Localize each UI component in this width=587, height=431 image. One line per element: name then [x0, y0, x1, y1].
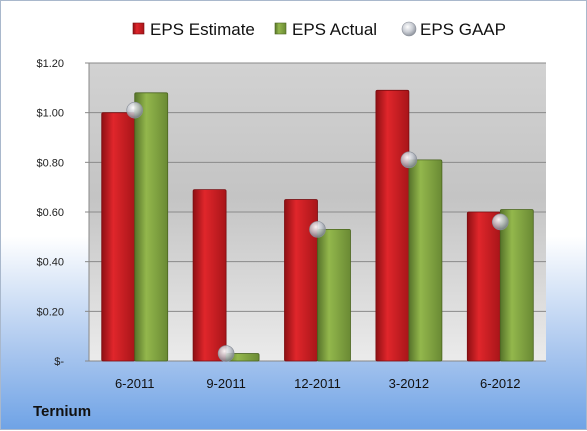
legend-label: EPS Estimate	[150, 20, 255, 39]
legend-label: EPS Actual	[292, 20, 377, 39]
point-eps-gaap	[217, 345, 235, 362]
y-tick-label: $0.40	[36, 257, 64, 269]
y-tick-label: $0.60	[36, 207, 64, 219]
point-eps-gaap	[491, 213, 509, 231]
bar-eps-actual	[317, 228, 351, 362]
company-name: Ternium	[33, 403, 92, 420]
legend-swatch	[401, 21, 417, 37]
point-eps-gaap	[400, 151, 418, 169]
bar-eps-actual	[134, 92, 169, 362]
bar-eps-estimate	[466, 211, 501, 362]
bar-eps-estimate	[101, 112, 136, 362]
y-tick-label: $0.20	[36, 306, 64, 318]
legend-label: EPS GAAP	[420, 20, 506, 39]
bar-eps-estimate	[192, 189, 227, 362]
bar-eps-actual	[408, 159, 443, 362]
y-tick-label: $1.20	[36, 58, 64, 70]
x-tick-label: 3-2012	[389, 376, 429, 391]
point-eps-gaap	[309, 221, 326, 238]
x-tick-label: 9-2011	[206, 376, 246, 391]
y-tick-label: $0.80	[36, 157, 64, 169]
x-tick-label: 6-2011	[115, 376, 155, 391]
bar-eps-actual	[499, 209, 534, 362]
x-tick-label: 6-2012	[480, 376, 520, 391]
bar-eps-estimate	[375, 89, 410, 362]
y-tick-label: $-	[54, 356, 64, 368]
legend-swatch	[132, 22, 145, 35]
y-tick-label: $1.00	[36, 108, 64, 120]
legend-swatch	[274, 22, 287, 35]
point-eps-gaap	[126, 101, 143, 119]
x-tick-label: 12-2011	[294, 376, 341, 391]
